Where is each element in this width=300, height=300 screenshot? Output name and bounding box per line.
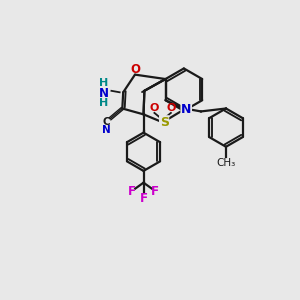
- Text: S: S: [160, 116, 169, 129]
- Text: N: N: [98, 87, 109, 100]
- Text: H: H: [99, 98, 108, 108]
- Text: F: F: [128, 185, 136, 198]
- Text: N: N: [181, 103, 191, 116]
- Text: N: N: [102, 125, 111, 135]
- Text: C: C: [103, 117, 110, 127]
- Text: O: O: [150, 103, 159, 113]
- Text: F: F: [151, 185, 159, 198]
- Text: H: H: [99, 79, 108, 88]
- Text: F: F: [140, 192, 148, 206]
- Text: O: O: [166, 103, 176, 113]
- Text: O: O: [130, 63, 140, 76]
- Text: CH₃: CH₃: [216, 158, 236, 168]
